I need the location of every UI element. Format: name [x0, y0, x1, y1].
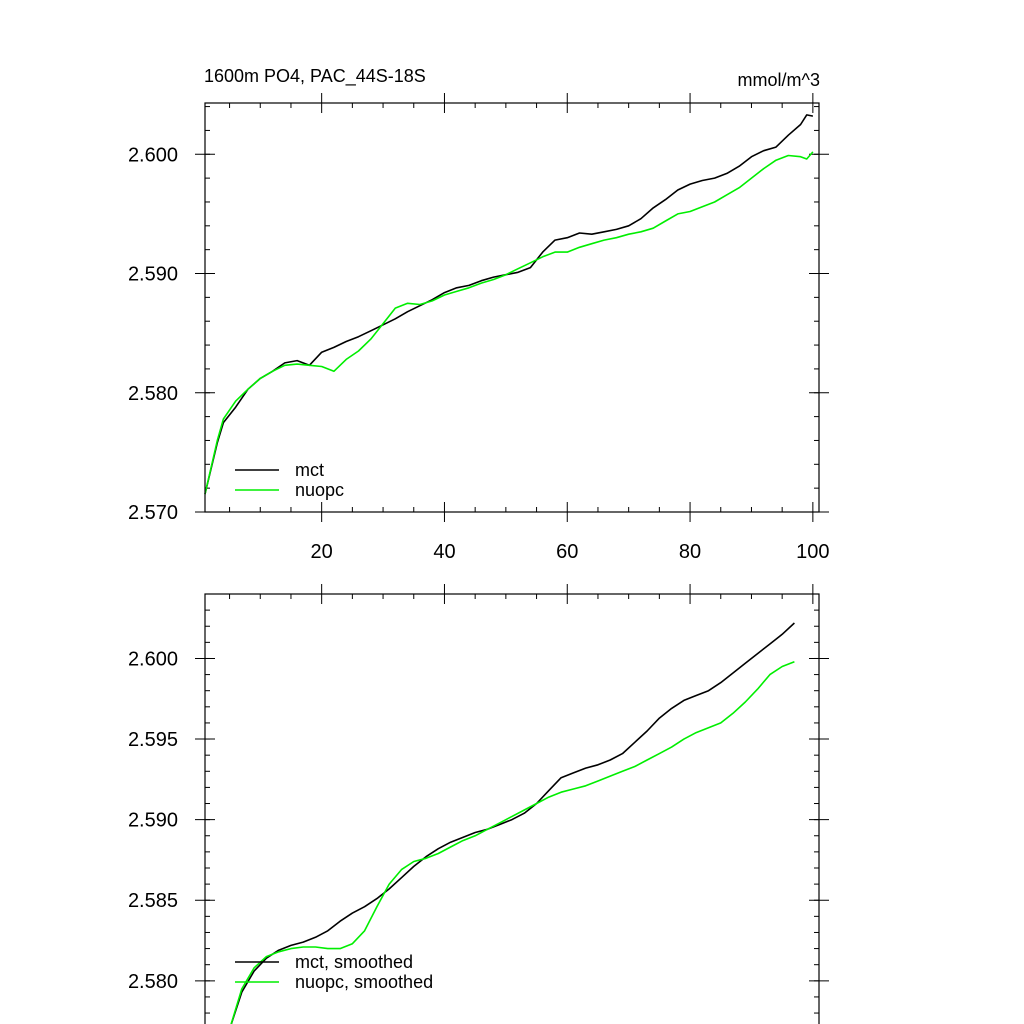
- x-tick-label: 40: [433, 541, 455, 563]
- axis-ticks: 20 40 60 80 100 2.570 2.580 2.590 2.600: [128, 93, 830, 563]
- legend-label: mct, smoothed: [295, 952, 413, 972]
- y-tick-label: 2.580: [128, 971, 178, 993]
- units-label: mmol/m^3: [738, 70, 820, 90]
- smoothed-timeseries-panel: 2.580 2.585 2.590 2.595 2.600 mct, smoothedn…: [128, 584, 829, 1024]
- legend-label: mct: [295, 460, 324, 480]
- y-tick-label: 2.600: [128, 144, 178, 166]
- series-line-mct-smoothed: [230, 622, 795, 1024]
- plot-frame: [204, 593, 820, 1024]
- y-tick-label: 2.580: [128, 383, 178, 405]
- y-tick-label: 2.595: [128, 729, 178, 751]
- series-group: [230, 622, 795, 1024]
- y-tick-label: 2.585: [128, 890, 178, 912]
- series-line-mct: [204, 114, 814, 495]
- series-line-nuopc: [204, 151, 814, 495]
- legend-label: nuopc: [295, 480, 344, 500]
- y-tick-label: 2.590: [128, 264, 178, 286]
- x-tick-label: 20: [311, 541, 333, 563]
- raw-timeseries-panel: 1600m PO4, PAC_44S-18S mmol/m^3 20 40 60 80…: [128, 66, 830, 563]
- y-tick-label: 2.600: [128, 648, 178, 670]
- x-tick-label: 60: [556, 541, 578, 563]
- plot-frame: [204, 102, 820, 513]
- y-tick-label: 2.590: [128, 810, 178, 832]
- axis-ticks: 2.580 2.585 2.590 2.595 2.600: [128, 584, 829, 1014]
- chart-title: 1600m PO4, PAC_44S-18S: [204, 66, 426, 87]
- y-tick-label: 2.570: [128, 502, 178, 524]
- legend-label: nuopc, smoothed: [295, 972, 433, 992]
- x-tick-label: 80: [679, 541, 701, 563]
- x-tick-label: 100: [796, 541, 829, 563]
- series-line-nuopc-smoothed: [230, 660, 795, 1024]
- series-group: [204, 114, 814, 495]
